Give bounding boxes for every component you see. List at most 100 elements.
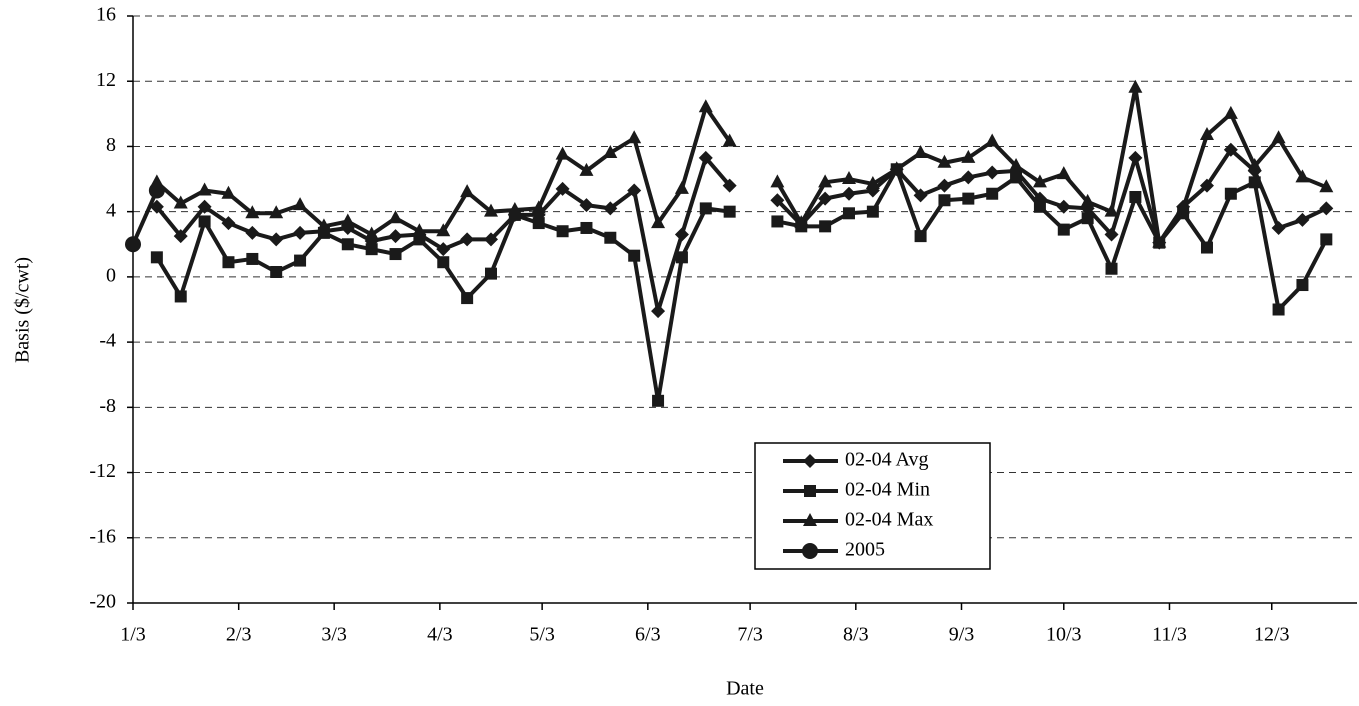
data-point <box>293 197 308 211</box>
legend-marker <box>804 485 816 497</box>
data-point <box>148 182 165 199</box>
data-point <box>698 99 713 113</box>
data-point <box>269 232 284 247</box>
series-line <box>131 189 159 246</box>
data-point <box>461 292 474 305</box>
data-point <box>1104 227 1119 242</box>
data-point <box>412 223 427 237</box>
data-point <box>294 254 307 267</box>
data-point <box>841 171 856 185</box>
data-point <box>173 195 188 209</box>
y-tick-label: 12 <box>96 69 116 91</box>
data-point <box>198 215 211 228</box>
legend-marker <box>802 543 818 559</box>
x-tick-label: 4/3 <box>427 624 453 646</box>
data-point <box>1010 171 1023 184</box>
series-line <box>155 167 1329 403</box>
legend-label: 2005 <box>845 539 885 561</box>
data-point <box>1272 303 1285 316</box>
data-point <box>1224 187 1237 200</box>
data-point <box>1319 201 1334 216</box>
x-tick-label: 5/3 <box>529 624 555 646</box>
data-point <box>1105 262 1118 275</box>
data-point <box>364 226 379 240</box>
data-point <box>150 251 163 264</box>
data-point <box>460 184 475 198</box>
data-point <box>484 267 497 280</box>
data-point <box>770 193 785 208</box>
data-point <box>531 200 546 214</box>
data-point <box>842 207 855 220</box>
data-point <box>865 175 880 189</box>
x-tick-label: 8/3 <box>843 624 869 646</box>
data-point <box>722 178 737 193</box>
data-point <box>1295 212 1310 227</box>
data-point <box>293 225 308 240</box>
data-point <box>388 210 403 224</box>
data-point <box>437 256 450 269</box>
data-point <box>460 232 475 247</box>
data-point <box>770 174 785 188</box>
data-point <box>914 230 927 243</box>
data-point <box>961 170 976 185</box>
data-point <box>961 149 976 163</box>
data-point <box>1009 158 1024 172</box>
data-point <box>699 202 712 215</box>
data-point <box>125 236 141 253</box>
data-point <box>985 165 1000 180</box>
data-point <box>1296 279 1309 292</box>
data-point <box>962 192 975 205</box>
data-point <box>555 146 570 160</box>
data-point <box>818 174 833 188</box>
data-point <box>197 182 212 196</box>
x-tick-label: 9/3 <box>949 624 975 646</box>
data-point <box>580 221 593 234</box>
data-point <box>556 225 569 238</box>
data-point <box>819 220 832 233</box>
legend-label: 02-04 Avg <box>845 449 929 471</box>
data-point <box>341 238 354 251</box>
data-point <box>1320 233 1333 246</box>
data-point <box>1128 150 1143 165</box>
data-point <box>483 232 498 247</box>
data-point <box>483 203 498 217</box>
data-point <box>675 251 688 264</box>
data-point <box>579 198 594 213</box>
data-point <box>1247 158 1262 172</box>
data-point <box>1248 176 1261 189</box>
data-point <box>389 248 402 261</box>
data-point <box>173 229 188 244</box>
data-point <box>674 180 689 194</box>
data-point <box>818 191 833 206</box>
data-point <box>1033 200 1046 213</box>
data-point <box>1319 179 1334 193</box>
data-point <box>841 186 856 201</box>
data-point <box>938 194 951 207</box>
data-point <box>245 225 260 240</box>
data-point <box>937 178 952 193</box>
data-point <box>1129 190 1142 203</box>
y-tick-label: 8 <box>106 134 116 156</box>
data-point <box>723 205 736 218</box>
data-point <box>627 183 642 198</box>
data-point <box>986 187 999 200</box>
y-axis-label: Basis ($/cwt) <box>12 257 34 363</box>
data-point <box>221 185 236 199</box>
data-point <box>603 144 618 158</box>
data-point <box>1032 174 1047 188</box>
data-point <box>532 217 545 230</box>
y-tick-label: -12 <box>89 460 116 482</box>
data-point <box>1104 203 1119 217</box>
data-point <box>604 231 617 244</box>
data-point <box>651 215 666 229</box>
data-point <box>651 304 666 319</box>
data-point <box>436 242 451 257</box>
data-point <box>269 205 284 219</box>
legend-marker <box>803 513 817 526</box>
data-point <box>1057 223 1070 236</box>
data-point <box>1056 166 1071 180</box>
data-point <box>507 202 522 216</box>
x-tick-label: 7/3 <box>737 624 763 646</box>
data-point <box>913 188 928 203</box>
data-point <box>1176 200 1191 214</box>
